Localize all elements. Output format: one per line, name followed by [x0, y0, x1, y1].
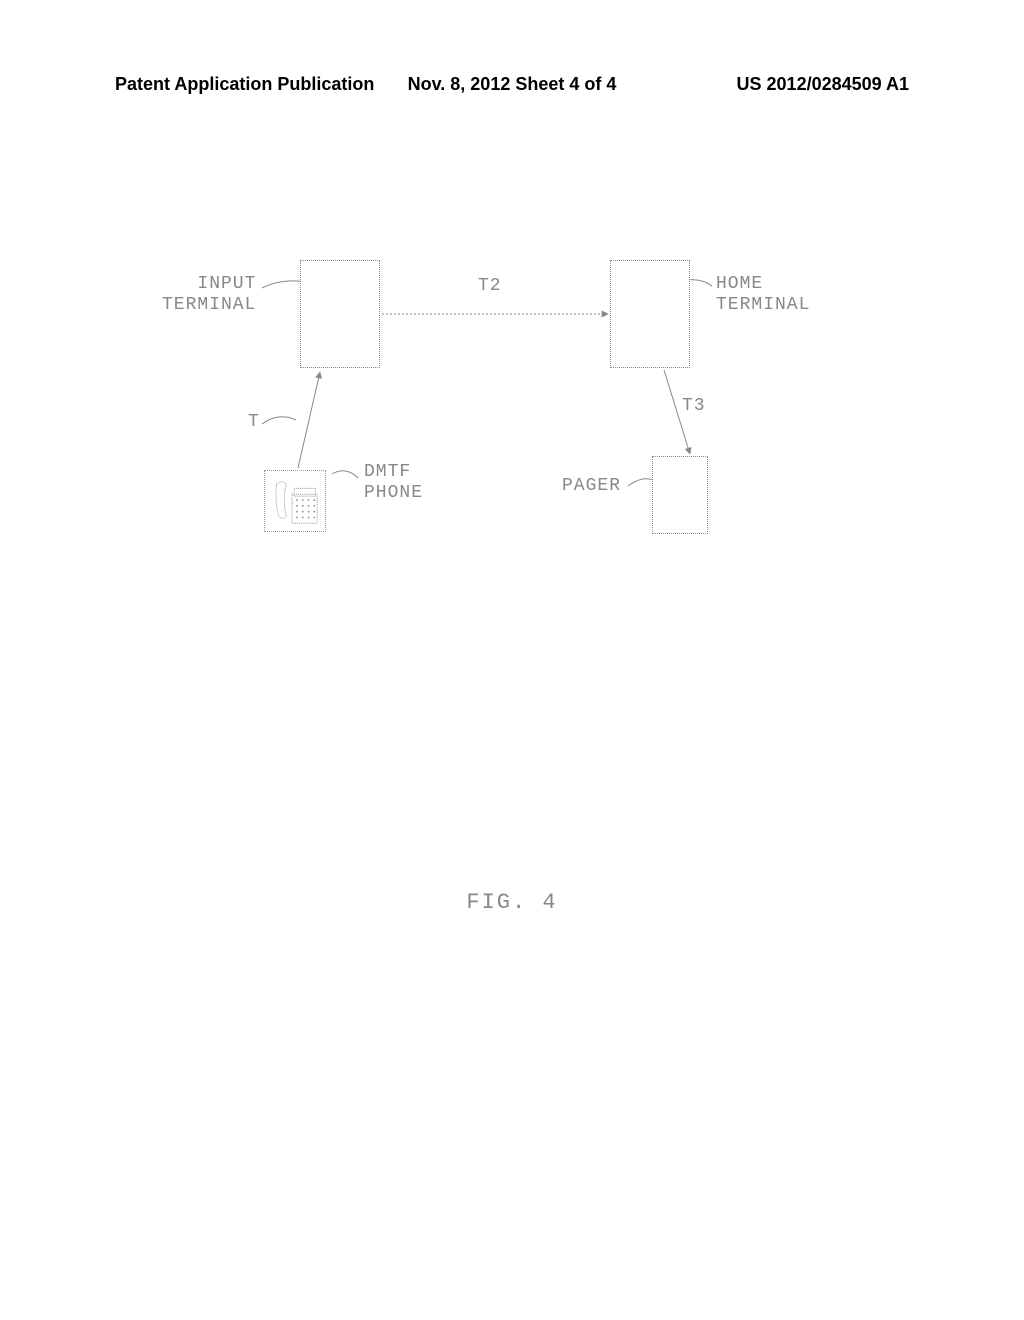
node-input-terminal [300, 260, 380, 368]
label-dmtf-phone: DMTF PHONE [364, 462, 423, 503]
edge-label-t: T [248, 412, 260, 432]
label-home-terminal-text: HOME TERMINAL [716, 274, 810, 315]
edge-label-t3: T3 [682, 396, 706, 416]
dmtf-phone-icon [264, 470, 326, 532]
label-input-terminal-text: INPUT TERMINAL [162, 274, 256, 315]
diagram-connectors [0, 260, 1024, 640]
node-home-terminal [610, 260, 690, 368]
label-home-terminal: HOME TERMINAL [716, 274, 810, 315]
diagram: INPUT TERMINAL HOME TERMINAL DMTF PHONE … [0, 260, 1024, 640]
header-right: US 2012/0284509 A1 [737, 74, 909, 95]
figure-caption: FIG. 4 [466, 890, 557, 915]
label-input-terminal: INPUT TERMINAL [162, 274, 256, 315]
label-dmtf-phone-text: DMTF PHONE [364, 462, 423, 503]
edge-label-t2: T2 [478, 276, 502, 296]
page-header: Patent Application Publication Nov. 8, 2… [0, 74, 1024, 95]
label-pager: PAGER [562, 476, 621, 497]
node-pager [652, 456, 708, 534]
label-pager-text: PAGER [562, 476, 621, 496]
header-left: Patent Application Publication [115, 74, 374, 95]
header-center: Nov. 8, 2012 Sheet 4 of 4 [408, 74, 617, 95]
